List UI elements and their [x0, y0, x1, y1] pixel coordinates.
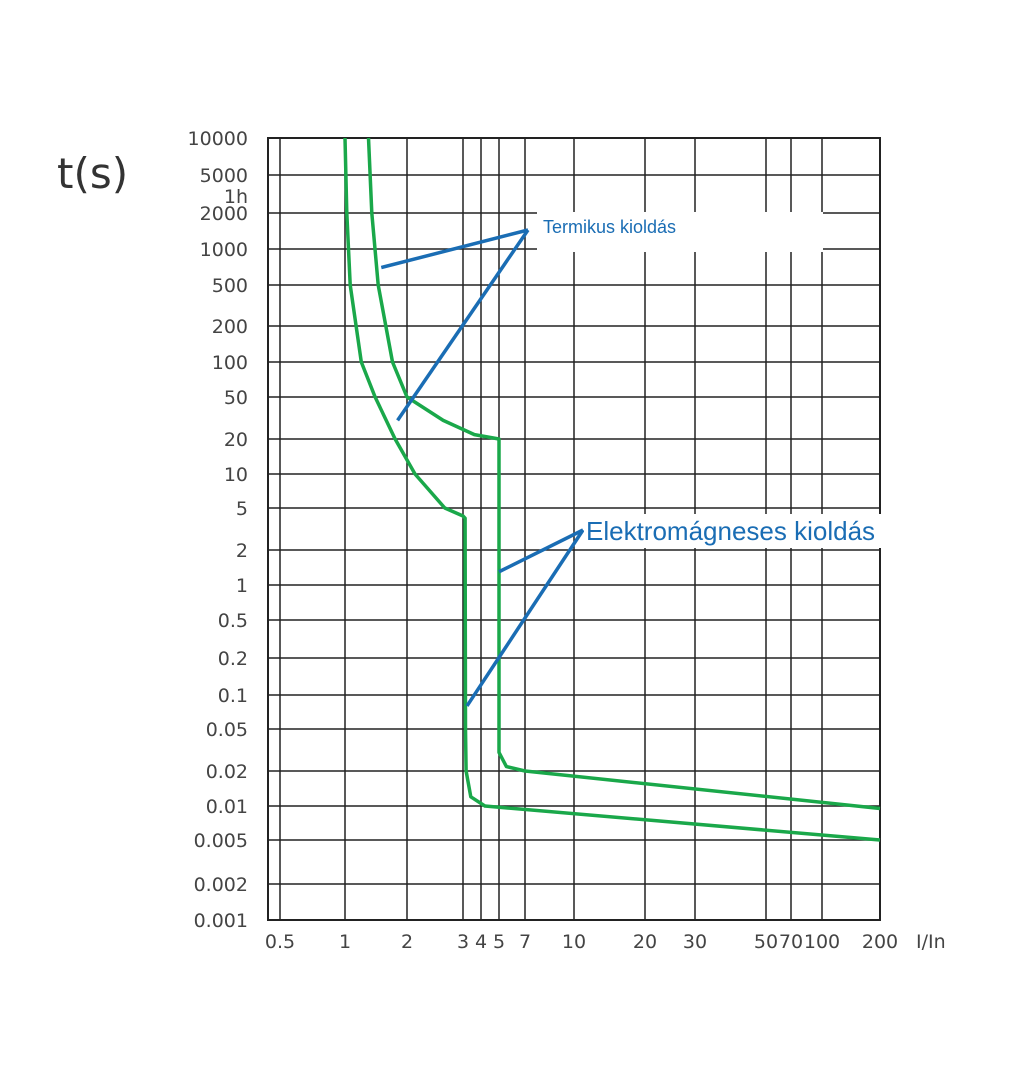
y-tick-label: 1000 — [200, 239, 248, 261]
annotation-pointer-magnetic — [465, 529, 585, 707]
y-tick-label: 0.01 — [206, 796, 248, 818]
x-tick-label: 70 — [779, 931, 803, 953]
y-tick-label: 5 — [236, 498, 248, 520]
y-tick-label: 10 — [224, 464, 248, 486]
x-tick-label: 4 — [475, 931, 487, 953]
annotation-thermal-trip: Termikus kioldás — [543, 217, 676, 237]
y-tick-label: 2000 — [200, 203, 248, 225]
x-tick-label: 7 — [519, 931, 531, 953]
x-tick-label: 0.5 — [265, 931, 295, 953]
y-tick-label: 0.2 — [218, 648, 248, 670]
y-tick-label: 0.005 — [194, 830, 248, 852]
annotation-pointer-thermal — [380, 228, 529, 270]
x-tick-label: 100 — [804, 931, 840, 953]
y-tick-label: 2 — [236, 540, 248, 562]
y-tick-label: 0.5 — [218, 610, 248, 632]
y-tick-label: 0.001 — [194, 910, 248, 932]
y-axis-label: t(s) — [57, 149, 128, 198]
y-tick-label: 50 — [224, 387, 248, 409]
annotation-pointer-magnetic — [498, 528, 584, 574]
y-tick-label: 100 — [212, 352, 248, 374]
x-tick-label: 3 — [457, 931, 469, 953]
y-tick-label: 5000 — [200, 165, 248, 187]
y-tick-label: 0.1 — [218, 685, 248, 707]
x-tick-label: 200 — [862, 931, 898, 953]
annotation-magnetic-trip: Elektromágneses kioldás — [586, 516, 875, 546]
x-tick-label: 5 — [493, 931, 505, 953]
x-tick-label: 50 — [754, 931, 778, 953]
trip-curve-2 — [366, 137, 881, 811]
y-tick-label: 20 — [224, 429, 248, 451]
y-tick-label: 200 — [212, 316, 248, 338]
annotation-box-thermal — [537, 212, 823, 252]
y-extra-label-1h: 1h — [224, 186, 248, 208]
y-tick-label: 500 — [212, 275, 248, 297]
y-tick-label: 0.02 — [206, 761, 248, 783]
x-axis-label: I/In — [916, 931, 946, 953]
x-tick-label: 10 — [562, 931, 586, 953]
x-tick-label: 2 — [401, 931, 413, 953]
y-tick-label: 1 — [236, 575, 248, 597]
annotation-box-magnetic — [584, 514, 884, 548]
x-tick-label: 1 — [339, 931, 351, 953]
x-tick-label: 20 — [633, 931, 657, 953]
y-tick-label: 0.05 — [206, 719, 248, 741]
trip-curve-1 — [343, 137, 881, 842]
annotation-pointer-thermal — [396, 229, 530, 422]
y-tick-label: 10000 — [188, 128, 248, 150]
y-tick-label: 0.002 — [194, 874, 248, 896]
x-tick-label: 30 — [683, 931, 707, 953]
